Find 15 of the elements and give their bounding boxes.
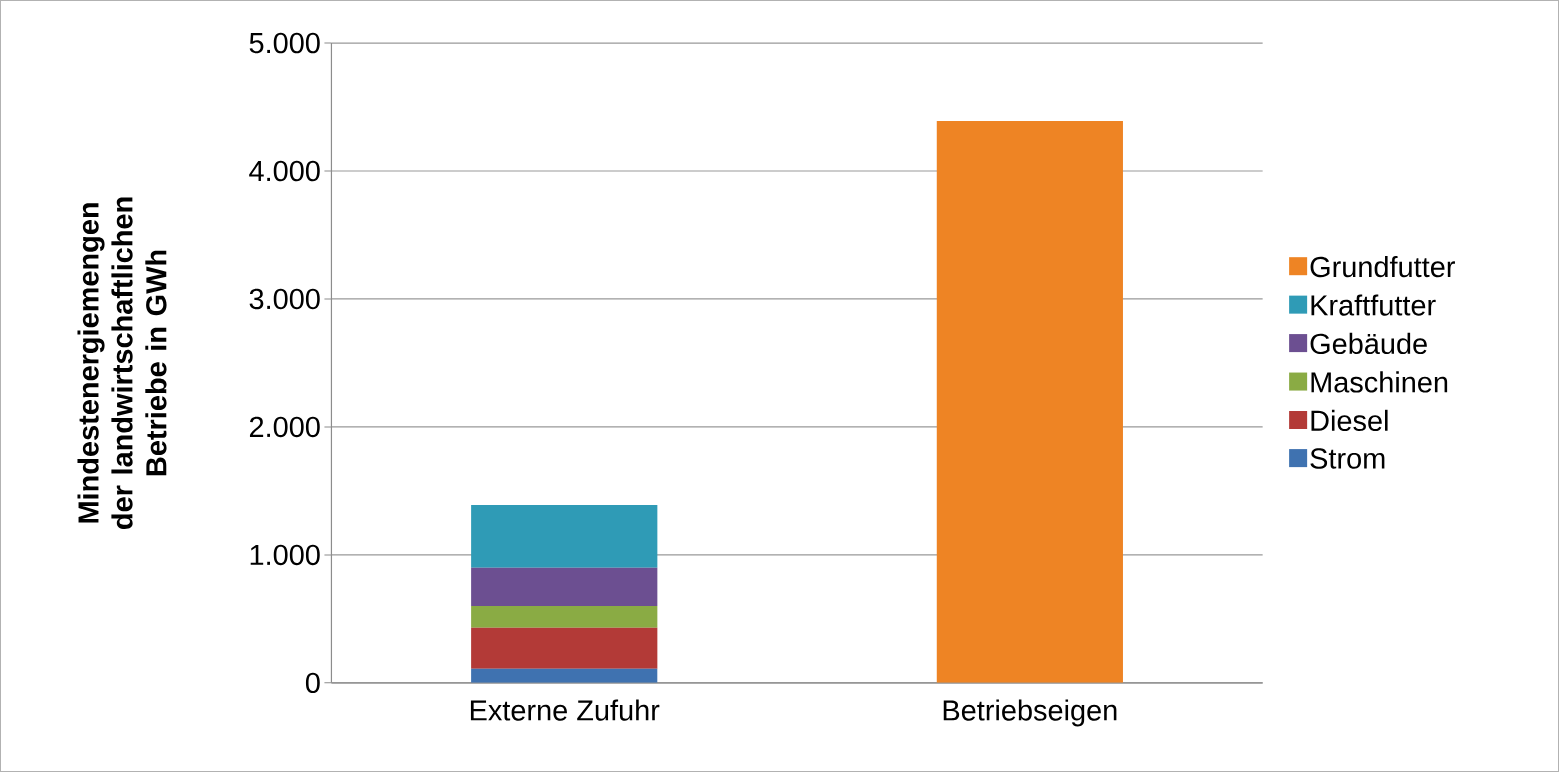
legend-label: Maschinen (1311, 371, 1448, 393)
y-tick-label: 1.000 (250, 544, 320, 566)
y-tick-label: 3.000 (249, 288, 320, 310)
legend-label: Gebäude (1310, 332, 1427, 355)
y-tick-label: 4.000 (249, 160, 320, 182)
y-tick-label: 2.000 (249, 416, 320, 438)
legend-label: Grundfutter (1310, 255, 1455, 278)
y-axis-title: Mindestenergiemengen der landwirtschaftlichen Betriebe in GWh (77, 197, 167, 529)
y-tick-label: 5.000 (249, 32, 320, 54)
y-tick-label: 0 (305, 672, 320, 694)
legend-label: Strom (1310, 448, 1385, 469)
x-tick-label: Betriebseigen (943, 699, 1117, 727)
legend-label: Kraftfutter (1311, 294, 1436, 316)
legend-label: Diesel (1311, 409, 1388, 432)
x-tick-label: Externe Zufuhr (470, 699, 660, 721)
